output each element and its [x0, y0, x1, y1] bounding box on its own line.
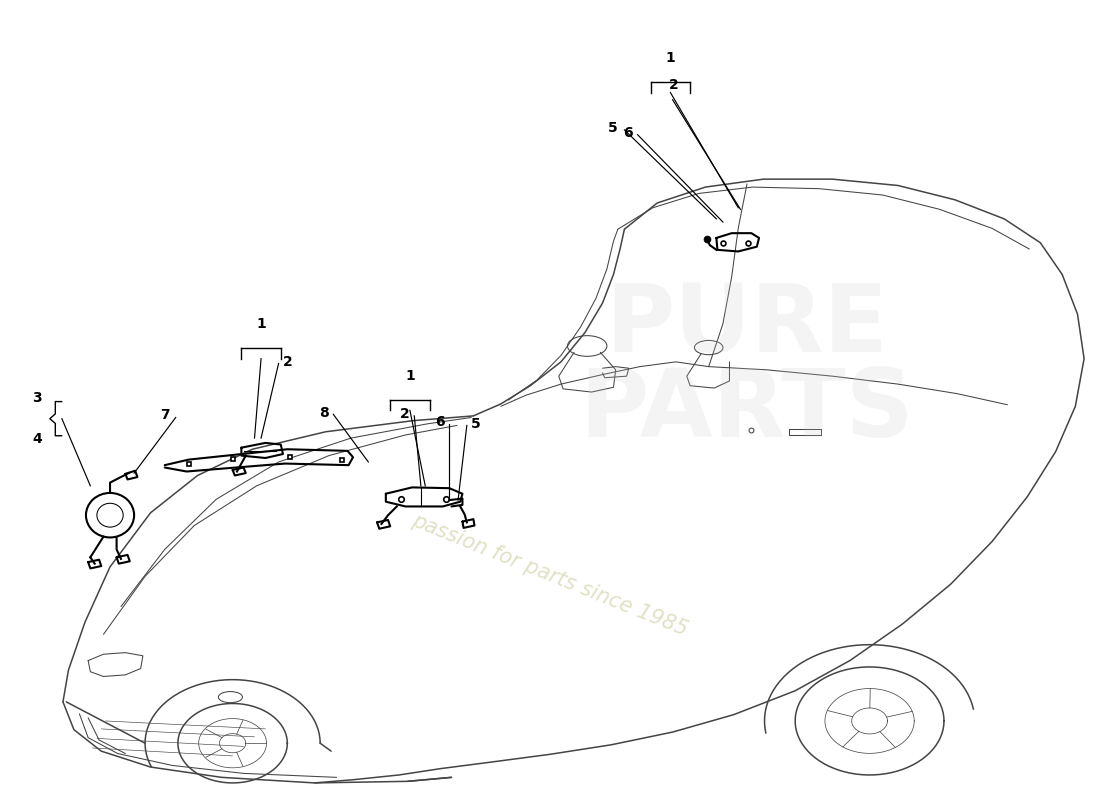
Text: 7: 7 — [161, 408, 170, 422]
Text: passion for parts since 1985: passion for parts since 1985 — [409, 510, 691, 639]
Text: 1: 1 — [256, 317, 266, 331]
Text: 5: 5 — [471, 417, 481, 431]
Text: 4: 4 — [32, 432, 42, 446]
Text: 5: 5 — [608, 122, 618, 135]
Text: 8: 8 — [319, 406, 329, 420]
Text: 2: 2 — [400, 407, 410, 422]
Text: 1: 1 — [666, 50, 675, 65]
Text: PURE
PARTS: PURE PARTS — [580, 280, 914, 457]
Text: 1: 1 — [405, 369, 415, 382]
Text: 2: 2 — [283, 355, 293, 369]
Text: 3: 3 — [33, 391, 42, 406]
Text: 2: 2 — [669, 78, 679, 92]
Text: 6: 6 — [624, 126, 634, 140]
Text: 6: 6 — [436, 415, 444, 430]
